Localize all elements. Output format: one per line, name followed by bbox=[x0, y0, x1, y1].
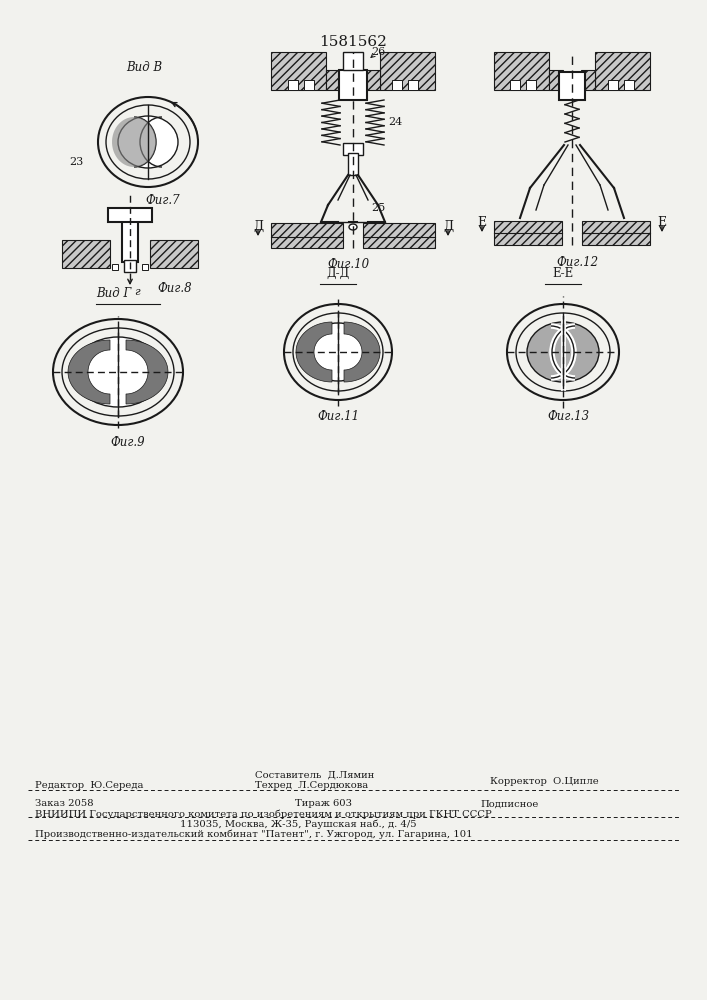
Bar bbox=[271, 52, 326, 90]
Text: Вид В: Вид В bbox=[126, 61, 162, 74]
Bar bbox=[582, 221, 650, 245]
Bar bbox=[526, 80, 536, 90]
Text: 26: 26 bbox=[371, 47, 385, 57]
Bar bbox=[366, 70, 380, 90]
Text: 25: 25 bbox=[371, 203, 385, 213]
Text: Подписное: Подписное bbox=[480, 800, 538, 808]
Text: 24: 24 bbox=[388, 117, 402, 127]
Bar bbox=[363, 223, 435, 248]
Bar bbox=[608, 80, 618, 90]
Text: Тираж 603: Тираж 603 bbox=[295, 800, 352, 808]
Bar bbox=[124, 260, 136, 272]
Text: Е: Е bbox=[477, 216, 486, 229]
Polygon shape bbox=[344, 322, 380, 382]
Polygon shape bbox=[126, 340, 168, 404]
Bar bbox=[494, 221, 562, 245]
Polygon shape bbox=[296, 322, 332, 382]
Text: 113035, Москва, Ж-35, Раушская наб., д. 4/5: 113035, Москва, Ж-35, Раушская наб., д. … bbox=[180, 819, 416, 829]
Text: Производственно-издательский комбинат "Патент", г. Ужгород, ул. Гагарина, 101: Производственно-издательский комбинат "П… bbox=[35, 829, 472, 839]
Text: Е-Е: Е-Е bbox=[552, 267, 573, 280]
Bar bbox=[559, 72, 585, 100]
Text: Фиг.8: Фиг.8 bbox=[158, 282, 192, 294]
Bar bbox=[112, 264, 118, 270]
Text: Фиг.12: Фиг.12 bbox=[556, 255, 598, 268]
Polygon shape bbox=[112, 117, 156, 167]
Text: Фиг.10: Фиг.10 bbox=[327, 258, 369, 271]
Bar bbox=[408, 80, 418, 90]
Bar bbox=[326, 70, 340, 90]
Text: Заказ 2058: Заказ 2058 bbox=[35, 800, 93, 808]
Bar bbox=[288, 80, 298, 90]
Ellipse shape bbox=[349, 224, 357, 230]
Bar bbox=[343, 52, 363, 70]
Text: Д: Д bbox=[253, 220, 263, 233]
Bar bbox=[624, 80, 634, 90]
Text: Фиг.13: Фиг.13 bbox=[547, 410, 589, 424]
Text: Фиг.9: Фиг.9 bbox=[111, 436, 146, 448]
Bar bbox=[142, 264, 148, 270]
Text: Редактор  Ю.Середа: Редактор Ю.Середа bbox=[35, 782, 144, 790]
Text: Е: Е bbox=[658, 216, 667, 229]
Bar bbox=[392, 80, 402, 90]
Text: Д-Д: Д-Д bbox=[327, 267, 350, 280]
Polygon shape bbox=[68, 340, 110, 404]
Ellipse shape bbox=[73, 337, 163, 407]
Bar bbox=[348, 153, 358, 175]
Text: 23: 23 bbox=[69, 157, 83, 167]
Bar bbox=[271, 223, 343, 248]
Bar bbox=[343, 143, 363, 155]
Bar bbox=[581, 70, 595, 90]
Bar bbox=[595, 52, 650, 90]
Ellipse shape bbox=[118, 116, 178, 168]
Text: Корректор  О.Ципле: Корректор О.Ципле bbox=[490, 776, 599, 786]
Text: Фиг.11: Фиг.11 bbox=[317, 410, 359, 424]
Text: г: г bbox=[134, 287, 139, 297]
Bar bbox=[304, 80, 314, 90]
Text: Составитель  Д.Лямин: Составитель Д.Лямин bbox=[255, 770, 375, 780]
Bar bbox=[150, 240, 198, 268]
Text: Техред  Л.Сердюкова: Техред Л.Сердюкова bbox=[255, 782, 368, 790]
Text: 1581562: 1581562 bbox=[319, 35, 387, 49]
Ellipse shape bbox=[304, 323, 372, 381]
Text: ВНИИПИ Государственного комитета по изобретениям и открытиям при ГКНТ СССР: ВНИИПИ Государственного комитета по изоб… bbox=[35, 809, 492, 819]
Text: Вид Г: Вид Г bbox=[96, 287, 132, 300]
Bar bbox=[549, 70, 563, 90]
Bar bbox=[108, 208, 152, 222]
Bar bbox=[339, 70, 367, 100]
Bar bbox=[62, 240, 110, 268]
Bar bbox=[122, 220, 138, 262]
Bar bbox=[494, 52, 549, 90]
Bar bbox=[510, 80, 520, 90]
Text: Фиг.7: Фиг.7 bbox=[146, 194, 180, 207]
Ellipse shape bbox=[527, 322, 599, 382]
Bar bbox=[380, 52, 435, 90]
Text: Д: Д bbox=[443, 220, 453, 233]
